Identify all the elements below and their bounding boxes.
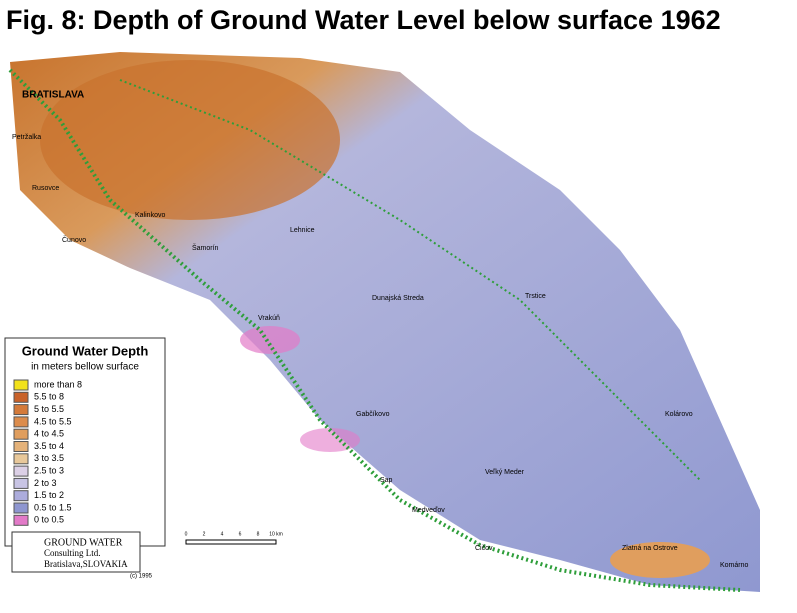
place-label: Vrakúň bbox=[258, 315, 280, 322]
company-text: GROUND WATER bbox=[44, 537, 123, 548]
legend-swatch bbox=[13, 416, 29, 428]
scale-label: 6 bbox=[239, 531, 242, 537]
place-label: Šamorín bbox=[192, 243, 219, 252]
place-label: Kalinkovo bbox=[135, 212, 165, 219]
legend-label: more than 8 bbox=[34, 379, 82, 389]
legend-label: 2 to 3 bbox=[34, 478, 57, 488]
legend-swatch bbox=[13, 453, 29, 465]
place-label: Medveďov bbox=[412, 507, 445, 514]
place-label: Veľký Meder bbox=[485, 469, 525, 476]
place-label: Lehnice bbox=[290, 227, 315, 234]
place-label: Petržalka bbox=[12, 134, 41, 141]
legend-label: 4 to 4.5 bbox=[34, 429, 64, 439]
place-label: Dunajská Streda bbox=[372, 295, 424, 302]
place-label: Gabčíkovo bbox=[356, 411, 390, 418]
river bbox=[8, 68, 741, 592]
legend-label: 5.5 to 8 bbox=[34, 392, 64, 402]
legend-swatch bbox=[13, 477, 29, 489]
scale-label: 8 bbox=[257, 531, 260, 537]
scale-label: 10 km bbox=[269, 531, 283, 537]
company-text: Consulting Ltd. bbox=[44, 548, 101, 558]
orange-zone bbox=[40, 60, 340, 220]
legend-label: 3.5 to 4 bbox=[34, 441, 64, 451]
legend-swatch bbox=[13, 514, 29, 526]
scale-label: 4 bbox=[221, 531, 224, 537]
legend-label: 0 to 0.5 bbox=[34, 515, 64, 525]
place-label: Trstice bbox=[525, 293, 546, 300]
pink-patch bbox=[300, 428, 360, 452]
legend-box bbox=[4, 337, 166, 547]
place-label: Čunovo bbox=[62, 235, 86, 244]
company-text: Bratislava,SLOVAKIA bbox=[44, 559, 128, 569]
copyright: (c) 1995 bbox=[130, 574, 153, 580]
scale-bar bbox=[185, 539, 277, 545]
place-label: BRATISLAVA bbox=[22, 90, 84, 101]
place-label: Rusovce bbox=[32, 185, 59, 192]
legend-swatch bbox=[13, 490, 29, 502]
place-label: Komárno bbox=[720, 562, 749, 569]
legend-swatch bbox=[13, 441, 29, 452]
place-label: Čičov bbox=[475, 543, 493, 552]
legend-subtitle: in meters bellow surface bbox=[31, 362, 139, 373]
legend-label: 4.5 to 5.5 bbox=[34, 416, 72, 426]
legend-label: 1.5 to 2 bbox=[34, 490, 64, 500]
place-label: Sap bbox=[380, 477, 393, 484]
orange-zone bbox=[610, 542, 710, 578]
legend-title: Ground Water Depth bbox=[22, 343, 149, 358]
pink-patch bbox=[240, 326, 300, 354]
legend-label: 5 to 5.5 bbox=[34, 404, 64, 414]
legend-swatch bbox=[13, 391, 29, 403]
legend-swatch bbox=[13, 404, 29, 416]
legend-swatch bbox=[13, 379, 29, 391]
legend-swatch bbox=[13, 502, 29, 514]
title: Fig. 8: Depth of Ground Water Level belo… bbox=[6, 5, 721, 35]
logo-box bbox=[11, 531, 141, 573]
place-label: Zlatná na Ostrove bbox=[622, 545, 678, 552]
legend-swatch bbox=[13, 428, 29, 440]
canal bbox=[119, 79, 701, 481]
legend-label: 0.5 to 1.5 bbox=[34, 502, 72, 512]
scale-label: 0 bbox=[185, 531, 188, 537]
legend-label: 2.5 to 3 bbox=[34, 465, 64, 475]
place-label: Kolárovo bbox=[665, 411, 693, 418]
scale-bar-rect bbox=[185, 539, 277, 545]
legend-swatch bbox=[13, 465, 29, 477]
legend-label: 3 to 3.5 bbox=[34, 453, 64, 463]
scale-label: 2 bbox=[203, 531, 206, 537]
